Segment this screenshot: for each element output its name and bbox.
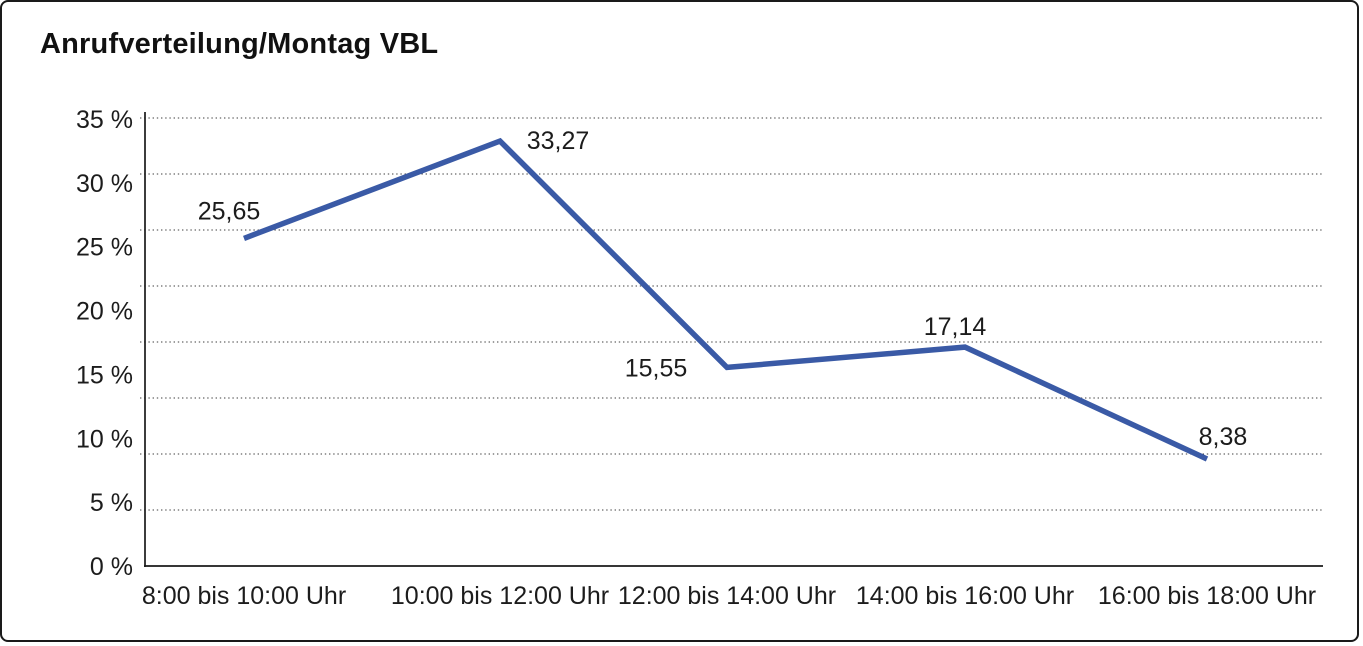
y-axis-label: 0 %	[90, 553, 133, 581]
x-axis-label: 14:00 bis 16:00 Uhr	[856, 582, 1074, 610]
data-point-label: 8,38	[1199, 423, 1248, 451]
y-axis-label: 30 %	[76, 170, 133, 198]
x-axis-label: 12:00 bis 14:00 Uhr	[618, 582, 836, 610]
x-axis-label: 10:00 bis 12:00 Uhr	[391, 582, 609, 610]
y-axis-label: 5 %	[90, 489, 133, 517]
data-line	[243, 137, 1209, 462]
y-axis-label: 25 %	[76, 234, 133, 262]
y-axis-label: 15 %	[76, 361, 133, 389]
data-point-label: 33,27	[527, 127, 590, 155]
data-point-label: 17,14	[924, 313, 987, 341]
y-axis-label: 10 %	[76, 425, 133, 453]
y-axis-label: 35 %	[76, 106, 133, 134]
y-axis-label: 20 %	[76, 298, 133, 326]
data-point-label: 15,55	[625, 354, 688, 382]
x-axis-label: 8:00 bis 10:00 Uhr	[142, 582, 346, 610]
x-axis-label: 16:00 bis 18:00 Uhr	[1098, 582, 1316, 610]
chart-title: Anrufverteilung/Montag VBL	[40, 28, 439, 60]
data-point-label: 25,65	[198, 197, 261, 225]
